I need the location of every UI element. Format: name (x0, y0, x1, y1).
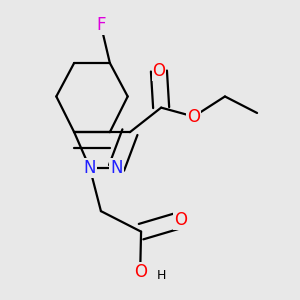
Text: O: O (187, 107, 200, 125)
Text: N: N (110, 159, 123, 177)
Text: O: O (174, 211, 187, 229)
Text: O: O (134, 263, 147, 281)
Text: O: O (152, 62, 165, 80)
Text: F: F (96, 16, 106, 34)
Text: H: H (157, 269, 167, 282)
Text: N: N (83, 159, 96, 177)
